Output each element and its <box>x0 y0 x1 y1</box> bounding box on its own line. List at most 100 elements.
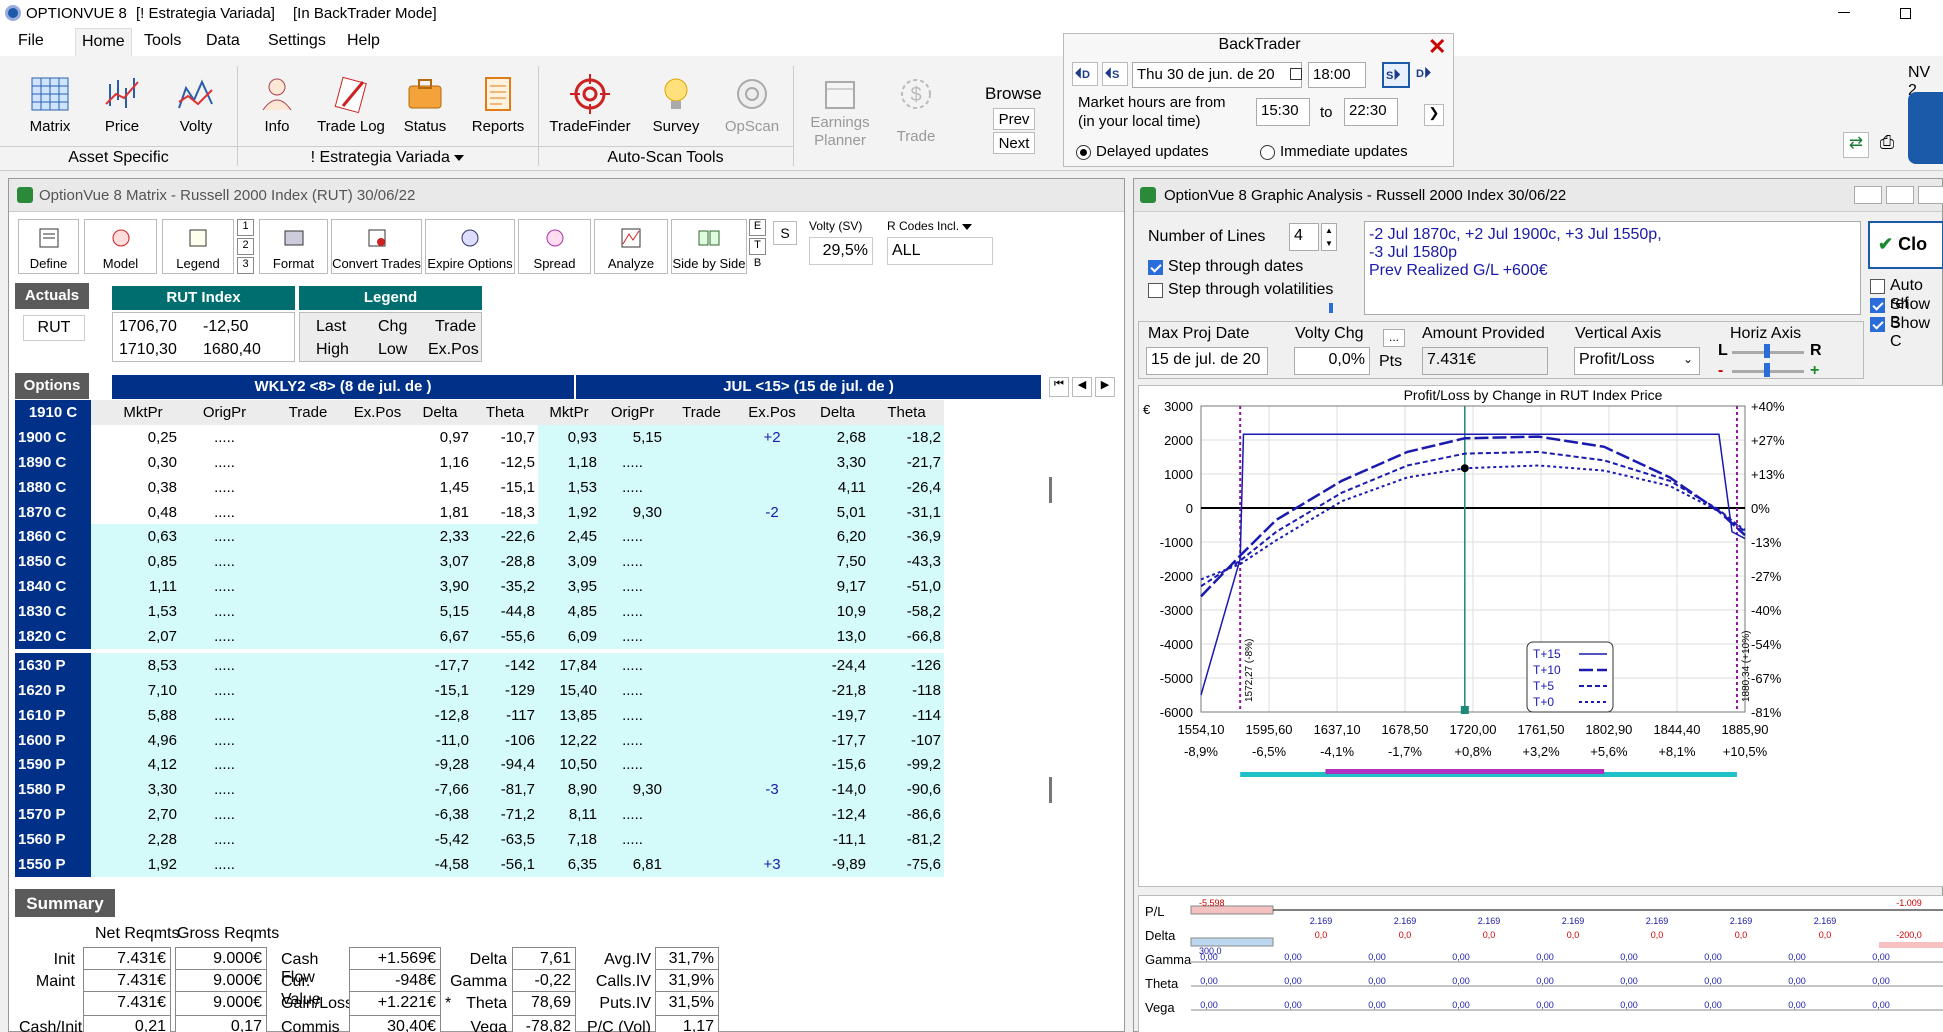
table-row[interactable]: 1860 C 0,63..... 2,33 -22,6 2,45..... 6,20 -36… <box>15 524 944 550</box>
strike-cell[interactable]: 1620 P <box>15 677 91 703</box>
jul-cell[interactable]: 13,85 <box>538 702 600 728</box>
table-row[interactable]: 1630 P 8,53..... -17,7 -142 17,84..... -24,4-… <box>15 652 944 678</box>
market-from-field[interactable]: 15:30 <box>1256 98 1310 126</box>
volty-sv-field[interactable]: 29,5% <box>809 237 873 265</box>
view-3-button[interactable]: 3 <box>237 257 254 274</box>
strike-cell[interactable]: 1580 P <box>15 777 91 803</box>
wkly2-cell[interactable] <box>347 474 408 500</box>
jul-cell[interactable] <box>738 827 806 853</box>
price-button[interactable]: Price <box>92 74 152 135</box>
strike-cell[interactable]: 1560 P <box>15 827 91 853</box>
strike-cell[interactable]: 1850 C <box>15 549 91 575</box>
wkly2-cell[interactable]: ..... <box>180 474 269 500</box>
wkly2-cell[interactable]: -7,66 <box>408 777 472 803</box>
jul-cell[interactable] <box>738 677 806 703</box>
convert-trades-button[interactable]: Convert Trades <box>331 219 422 274</box>
strike-cell[interactable]: 1890 C <box>15 449 91 475</box>
strike-cell[interactable]: 1840 C <box>15 574 91 600</box>
wkly2-cell[interactable] <box>269 449 347 475</box>
jul-cell[interactable]: -15,6 <box>806 752 869 778</box>
jul-cell[interactable] <box>665 752 738 778</box>
step-forward-session-button[interactable]: S⏵ <box>1382 62 1410 88</box>
auto-refresh-checkbox[interactable] <box>1870 279 1885 294</box>
wkly2-cell[interactable]: 4,96 <box>106 727 180 753</box>
trade-log-button[interactable]: Trade Log <box>316 74 386 135</box>
wkly2-cell[interactable] <box>269 677 347 703</box>
legend-button[interactable]: Legend <box>162 219 234 274</box>
jul-cell[interactable] <box>665 499 738 525</box>
wkly2-cell[interactable]: 4,12 <box>106 752 180 778</box>
wkly2-cell[interactable] <box>269 474 347 500</box>
wkly2-cell[interactable]: -5,42 <box>408 827 472 853</box>
jul-cell[interactable] <box>665 449 738 475</box>
window-close-icon[interactable] <box>1918 186 1943 204</box>
wkly2-cell[interactable]: -9,28 <box>408 752 472 778</box>
jul-cell[interactable]: ..... <box>600 624 665 649</box>
table-row[interactable]: 1600 P 4,96..... -11,0 -106 12,22..... -17,7-… <box>15 727 944 753</box>
jul-cell[interactable]: -99,2 <box>869 752 944 778</box>
wkly2-cell[interactable]: 1,92 <box>106 852 180 877</box>
jul-cell[interactable]: ..... <box>600 549 665 575</box>
wkly2-cell[interactable]: 5,88 <box>106 702 180 728</box>
wkly2-cell[interactable]: 7,10 <box>106 677 180 703</box>
wkly2-cell[interactable] <box>269 802 347 828</box>
jul-cell[interactable]: -81,2 <box>869 827 944 853</box>
jul-cell[interactable] <box>738 624 806 649</box>
analyze-button[interactable]: Analyze <box>594 219 668 274</box>
jul-cell[interactable] <box>738 752 806 778</box>
wkly2-cell[interactable]: ..... <box>180 624 269 649</box>
wkly2-cell[interactable]: ..... <box>180 599 269 625</box>
wkly2-cell[interactable] <box>347 777 408 803</box>
jul-cell[interactable]: 9,30 <box>600 777 665 803</box>
wkly2-cell[interactable]: -81,7 <box>472 777 538 803</box>
wkly2-cell[interactable]: -117 <box>472 702 538 728</box>
jul-cell[interactable] <box>665 852 738 877</box>
wkly2-cell[interactable]: -44,8 <box>472 599 538 625</box>
wkly2-cell[interactable] <box>347 652 408 678</box>
jul-cell[interactable] <box>665 677 738 703</box>
col-header-wkly2[interactable]: Trade <box>288 403 328 421</box>
jul-cell[interactable]: 3,09 <box>538 549 600 575</box>
jul-cell[interactable] <box>665 652 738 678</box>
show-b-checkbox[interactable] <box>1870 298 1885 313</box>
jul-cell[interactable]: -58,2 <box>869 599 944 625</box>
jul-cell[interactable] <box>738 727 806 753</box>
wkly2-cell[interactable] <box>269 652 347 678</box>
define-button[interactable]: Define <box>18 219 79 274</box>
expire-options-button[interactable]: Expire Options <box>425 219 515 274</box>
menu-tools[interactable]: Tools <box>144 32 182 49</box>
col-header-jul[interactable]: Theta <box>887 403 926 421</box>
wkly2-cell[interactable]: 0,38 <box>106 474 180 500</box>
wkly2-cell[interactable] <box>347 827 408 853</box>
jul-cell[interactable]: ..... <box>600 524 665 550</box>
jul-cell[interactable]: 12,22 <box>538 727 600 753</box>
jul-cell[interactable]: 3,30 <box>806 449 869 475</box>
wkly2-cell[interactable] <box>347 852 408 877</box>
wkly2-cell[interactable] <box>347 499 408 525</box>
jul-cell[interactable]: 5,15 <box>600 424 665 450</box>
scroll-first-icon[interactable]: ⏮ <box>1049 377 1069 397</box>
jul-cell[interactable] <box>665 474 738 500</box>
wkly2-cell[interactable]: -17,7 <box>408 652 472 678</box>
scroll-next-icon[interactable]: ▶ <box>1095 377 1115 397</box>
show-c-checkbox[interactable] <box>1870 317 1885 332</box>
strike-cell[interactable]: 1880 C <box>15 474 91 500</box>
reports-button[interactable]: Reports <box>468 74 528 135</box>
wkly2-cell[interactable]: -15,1 <box>408 677 472 703</box>
jul-cell[interactable] <box>738 524 806 550</box>
jul-cell[interactable]: -17,7 <box>806 727 869 753</box>
table-row[interactable]: 1560 P 2,28..... -5,42 -63,5 7,18..... -11,1-… <box>15 827 944 853</box>
backtrader-date-field[interactable]: Thu 30 de jun. de 20 <box>1132 62 1302 88</box>
table-row[interactable]: 1580 P 3,30..... -7,66 -81,7 8,90 9,30 -3 -14,0… <box>15 777 944 803</box>
table-row[interactable]: 1880 C 0,38..... 1,45 -15,1 1,53..... 4,11 -26… <box>15 474 944 500</box>
jul-cell[interactable]: -12,4 <box>806 802 869 828</box>
wkly2-cell[interactable]: 3,30 <box>106 777 180 803</box>
jul-cell[interactable]: 2,45 <box>538 524 600 550</box>
wkly2-cell[interactable] <box>269 827 347 853</box>
col-header-wkly2[interactable]: OrigPr <box>202 403 247 421</box>
wkly2-cell[interactable]: 1,81 <box>408 499 472 525</box>
wkly2-cell[interactable]: ..... <box>180 752 269 778</box>
table-row[interactable]: 1900 C 0,25..... 0,97 -10,7 0,93 5,15 +2 2,68 -1… <box>15 424 944 450</box>
wkly2-cell[interactable]: -15,1 <box>472 474 538 500</box>
table-row[interactable]: 1590 P 4,12..... -9,28 -94,4 10,50..... -15,6… <box>15 752 944 778</box>
